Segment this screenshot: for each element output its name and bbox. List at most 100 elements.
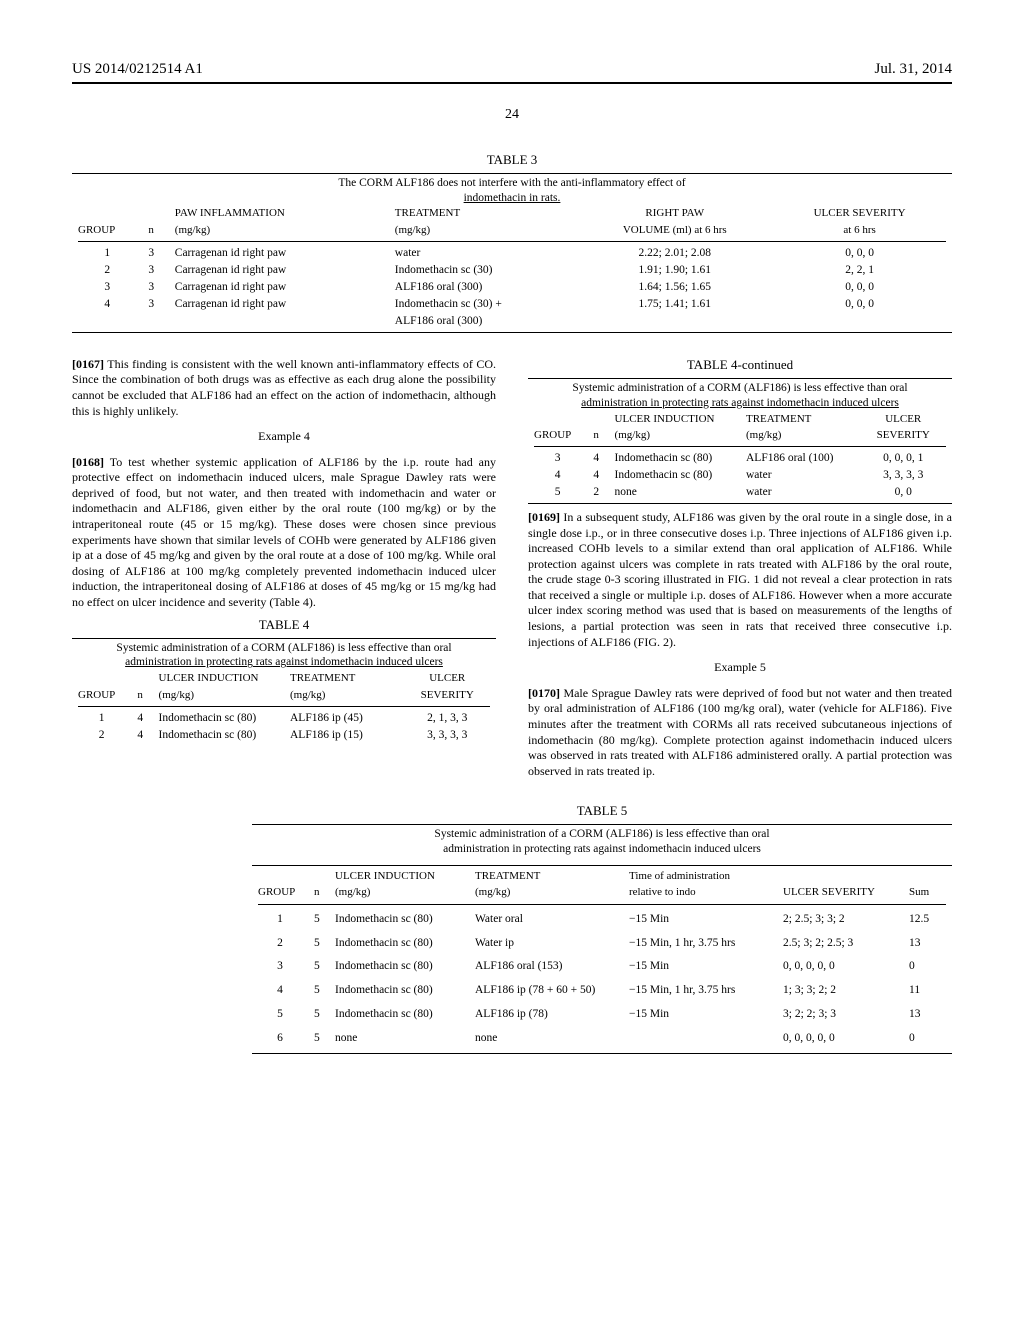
table-3-label: TABLE 3 [72,152,952,169]
table-cell: Carragenan id right paw [169,279,389,296]
para-num-0169: [0169] [528,510,560,524]
table-cell: 2 [72,727,131,744]
para-0170-text: Male Sprague Dawley rats were deprived o… [528,686,952,778]
table-cell: −15 Min [623,955,777,979]
table-cell: Indomethacin sc (80) [609,450,740,467]
table-cell: 3, 3, 3, 3 [398,727,496,744]
para-0169: [0169] In a subsequent study, ALF186 was… [528,510,952,650]
table-cell: 13 [903,1003,952,1027]
table-cell: Indomethacin sc (80) [329,932,469,956]
table-cell: 2, 2, 1 [767,262,952,279]
table-cell: ALF186 ip (78 + 60 + 50) [469,979,623,1003]
table-cell: 1; 3; 3; 2; 2 [777,979,903,1003]
table-cell: 2 [587,484,608,501]
table-row: 65nonenone0, 0, 0, 0, 00 [252,1027,952,1051]
table-cell: 5 [252,1003,308,1027]
table-cell: 13 [903,932,952,956]
table-cell: −15 Min, 1 hr, 3.75 hrs [623,932,777,956]
table-cell: ALF186 oral (100) [740,450,854,467]
t5-ind1: ULCER INDUCTION [329,868,469,884]
table-cell: 3 [142,245,168,262]
table-cell: ALF186 oral (300) [389,279,583,296]
t4b-ulc2: SEVERITY [854,427,952,443]
t5-n: n [308,884,329,900]
para-num-0168: [0168] [72,455,104,469]
header-rule [72,82,952,84]
table-cell: 0, 0, 0 [767,279,952,296]
t4b-group: GROUP [528,427,587,443]
t4a-ind2: (mg/kg) [153,687,284,703]
table-5-block: TABLE 5 Systemic administration of a COR… [252,803,952,1053]
table-cell: Indomethacin sc (80) [153,727,284,744]
t4a-n: n [131,687,152,703]
para-0169-text: In a subsequent study, ALF186 was given … [528,510,952,649]
table-4b-label: TABLE 4-continued [528,357,952,374]
table-cell: 1 [72,245,142,262]
table-cell [72,313,142,330]
table-cell: Carragenan id right paw [169,245,389,262]
t4b-n: n [587,427,608,443]
table-row: ALF186 oral (300) [72,313,952,330]
th-ulc2: at 6 hrs [767,222,952,238]
table-cell [582,313,767,330]
table-row: 34Indomethacin sc (80)ALF186 oral (100)0… [528,450,952,467]
table-5-caption-2: administration in protecting rats agains… [252,842,952,857]
patent-number: US 2014/0212514 A1 [72,60,203,80]
example-4-heading: Example 4 [72,429,496,445]
table-cell: 1 [252,908,308,932]
t5-ind2: (mg/kg) [329,884,469,900]
table-5-caption-1: Systemic administration of a CORM (ALF18… [252,827,952,842]
para-0168: [0168] To test whether systemic applicat… [72,455,496,611]
table-cell: 0, 0 [854,484,952,501]
table-cell: Indomethacin sc (80) [329,908,469,932]
table-cell: Indomethacin sc (80) [609,467,740,484]
table-5-label: TABLE 5 [252,803,952,820]
th-n: n [142,222,168,238]
t4a-ulc2: SEVERITY [398,687,496,703]
table-row: 52nonewater0, 0 [528,484,952,501]
table-row: 23Carragenan id right pawIndomethacin sc… [72,262,952,279]
table-cell: Water ip [469,932,623,956]
table-cell: 4 [252,979,308,1003]
table-cell: ALF186 ip (15) [284,727,398,744]
table-cell: 5 [308,979,329,1003]
table-cell: 3 [528,450,587,467]
table-4b-caption-1: Systemic administration of a CORM (ALF18… [528,381,952,396]
table-row: 24Indomethacin sc (80)ALF186 ip (15)3, 3… [72,727,496,744]
table-cell: ALF186 ip (45) [284,710,398,727]
t4b-ind1: ULCER INDUCTION [609,411,740,427]
para-0167-text: This finding is consistent with the well… [72,357,496,418]
t4a-treat1: TREATMENT [284,670,398,686]
table-4a-caption-1: Systemic administration of a CORM (ALF18… [72,641,496,656]
table-cell: Carragenan id right paw [169,262,389,279]
table-cell: 0 [903,1027,952,1051]
table-cell: 5 [528,484,587,501]
table-cell: 2 [252,932,308,956]
table-5: ULCER INDUCTION TREATMENT Time of admini… [252,868,952,1051]
table-3: PAW INFLAMMATION TREATMENT RIGHT PAW ULC… [72,205,952,329]
t4a-ind1: ULCER INDUCTION [153,670,284,686]
table-4a-label: TABLE 4 [72,617,496,634]
table-cell: 1.91; 1.90; 1.61 [582,262,767,279]
th-ulc: ULCER SEVERITY [767,205,952,221]
th-paw: PAW INFLAMMATION [169,205,389,221]
table-4b-block: TABLE 4-continued Systemic administratio… [528,357,952,504]
table-cell: none [469,1027,623,1051]
table-cell: 4 [528,467,587,484]
table-cell: water [740,467,854,484]
th-vol2: VOLUME (ml) at 6 hrs [582,222,767,238]
th-vol: RIGHT PAW [582,205,767,221]
table-cell: none [609,484,740,501]
table-cell: water [389,245,583,262]
t5-treat2: (mg/kg) [469,884,623,900]
table-cell: 6 [252,1027,308,1051]
th-treat2: (mg/kg) [389,222,583,238]
t5-sum: Sum [903,884,952,900]
table-4a: ULCER INDUCTION TREATMENT ULCER GROUP n … [72,670,496,743]
table-row: 45Indomethacin sc (80)ALF186 ip (78 + 60… [252,979,952,1003]
table-cell: 3 [142,296,168,313]
th-treat: TREATMENT [389,205,583,221]
table-cell: 3, 3, 3, 3 [854,467,952,484]
table-cell: 4 [587,450,608,467]
table-cell: Indomethacin sc (80) [329,955,469,979]
